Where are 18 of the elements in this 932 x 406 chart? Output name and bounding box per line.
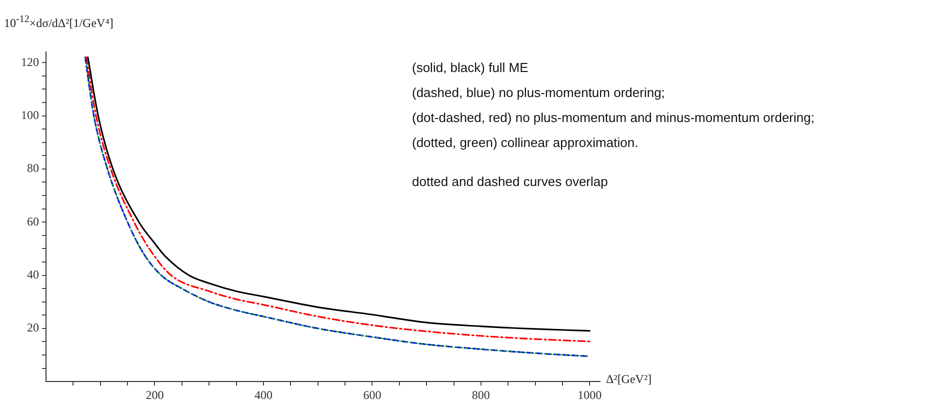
annotation: (dotted, green) collinear approximation. — [412, 135, 638, 150]
annotation: (solid, black) full ME — [412, 60, 528, 75]
y-axis-title: 10$^{-12}$×dσ/dΔ²[1/GeV⁴] — [4, 14, 114, 31]
x-axis-title: Δ²[GeV²] — [606, 372, 652, 387]
x-tick-label: 800 — [472, 388, 490, 402]
annotation: dotted and dashed curves overlap — [412, 174, 608, 189]
y-tick-label: 20 — [27, 320, 39, 335]
annotation: (dashed, blue) no plus-momentum ordering; — [412, 85, 665, 100]
y-tick-label: 100 — [21, 108, 39, 122]
x-tick-label: 1000 — [578, 388, 602, 402]
x-tick-label: 600 — [363, 388, 382, 402]
y-tick-label: 80 — [27, 161, 39, 176]
y-tick-label: 120 — [21, 54, 39, 69]
x-tick-label: 400 — [254, 388, 272, 402]
y-tick-label: 60 — [27, 214, 39, 228]
annotation: (dot-dashed, red) no plus-momentum and minus-momentum ordering; — [412, 110, 814, 125]
y-tick-label: 40 — [27, 267, 39, 282]
x-tick-label: 200 — [146, 388, 164, 402]
